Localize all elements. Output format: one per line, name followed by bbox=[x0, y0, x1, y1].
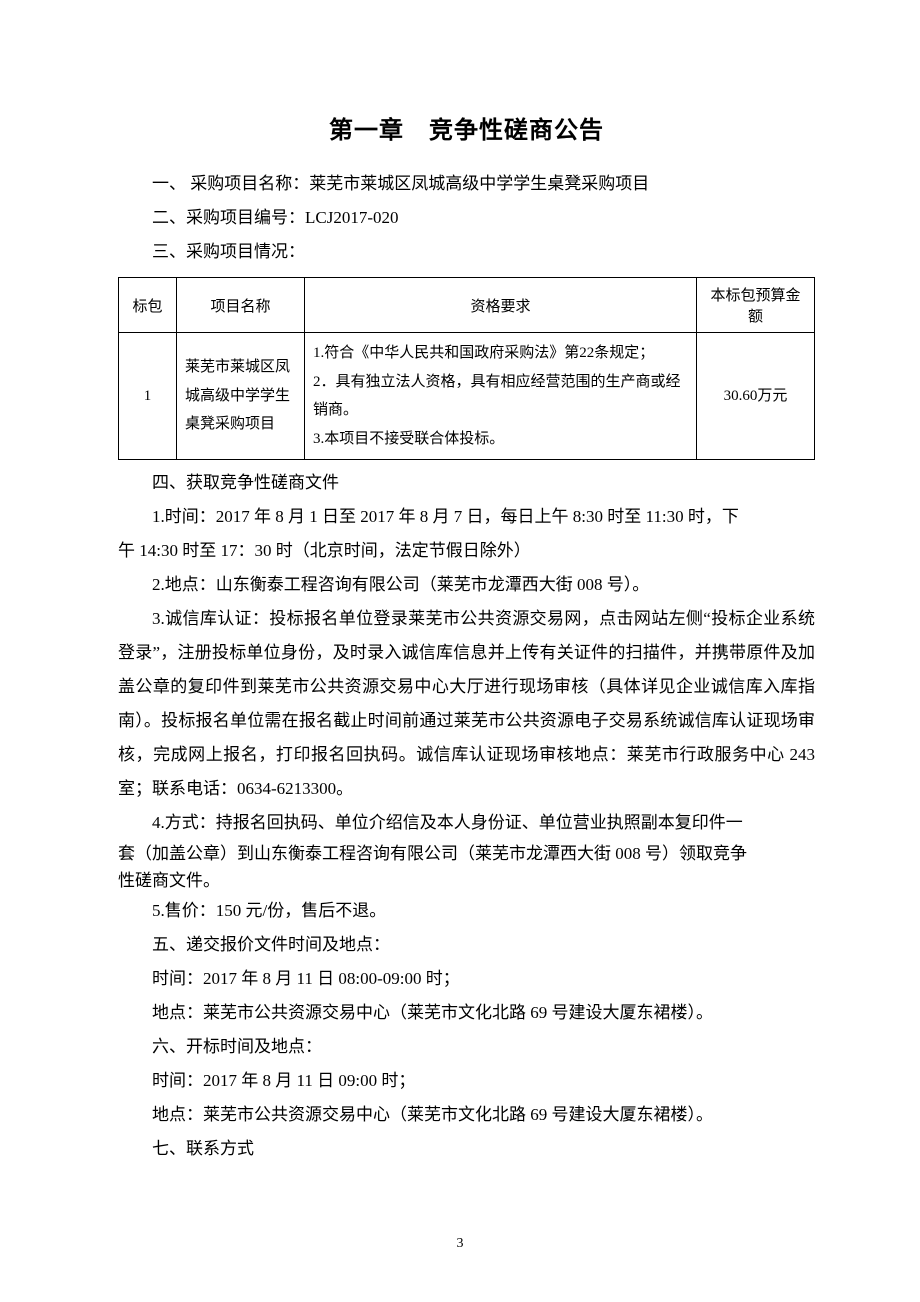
requirements-table: 标包 项目名称 资格要求 本标包预算金额 1 莱芜市莱城区凤城高级中学学生桌凳采… bbox=[118, 277, 815, 460]
th-budget: 本标包预算金额 bbox=[697, 278, 815, 333]
th-requirements: 资格要求 bbox=[305, 278, 697, 333]
section-4-item-4c: 性磋商文件。 bbox=[118, 867, 815, 894]
section-4-item-1b: 午 14:30 时至 17：30 时（北京时间，法定节假日除外） bbox=[118, 534, 815, 568]
chapter-title: 第一章 竞争性磋商公告 bbox=[118, 110, 815, 145]
section-6-address: 地点：莱芜市公共资源交易中心（莱芜市文化北路 69 号建设大厦东裙楼）。 bbox=[118, 1098, 815, 1132]
section-5-heading: 五、递交报价文件时间及地点： bbox=[118, 928, 815, 962]
section-6-heading: 六、开标时间及地点： bbox=[118, 1030, 815, 1064]
td-project-name: 莱芜市莱城区凤城高级中学学生桌凳采购项目 bbox=[177, 333, 305, 460]
table-header-row: 标包 项目名称 资格要求 本标包预算金额 bbox=[119, 278, 815, 333]
section-2-project-code: 二、采购项目编号：LCJ2017-020 bbox=[118, 201, 815, 235]
section-4-heading: 四、获取竞争性磋商文件 bbox=[118, 466, 815, 500]
td-budget: 30.60万元 bbox=[697, 333, 815, 460]
section-5-time: 时间：2017 年 8 月 11 日 08:00-09:00 时； bbox=[118, 962, 815, 996]
section-4-item-1a: 1.时间：2017 年 8 月 1 日至 2017 年 8 月 7 日，每日上午… bbox=[118, 500, 815, 534]
section-4-item-3: 3.诚信库认证：投标报名单位登录莱芜市公共资源交易网，点击网站左侧“投标企业系统… bbox=[118, 602, 815, 806]
section-3-project-detail: 三、采购项目情况： bbox=[118, 235, 815, 269]
section-4-item-2: 2.地点：山东衡泰工程咨询有限公司（莱芜市龙潭西大街 008 号）。 bbox=[118, 568, 815, 602]
section-7-heading: 七、联系方式 bbox=[118, 1132, 815, 1166]
section-1-project-name: 一、 采购项目名称：莱芜市莱城区凤城高级中学学生桌凳采购项目 bbox=[118, 167, 815, 201]
section-4-item-5: 5.售价：150 元/份，售后不退。 bbox=[118, 894, 815, 928]
page-number: 3 bbox=[0, 1236, 920, 1252]
th-package: 标包 bbox=[119, 278, 177, 333]
section-6-time: 时间：2017 年 8 月 11 日 09:00 时； bbox=[118, 1064, 815, 1098]
table-row: 1 莱芜市莱城区凤城高级中学学生桌凳采购项目 1.符合《中华人民共和国政府采购法… bbox=[119, 333, 815, 460]
section-5-address: 地点：莱芜市公共资源交易中心（莱芜市文化北路 69 号建设大厦东裙楼）。 bbox=[118, 996, 815, 1030]
td-requirements: 1.符合《中华人民共和国政府采购法》第22条规定； 2．具有独立法人资格，具有相… bbox=[305, 333, 697, 460]
th-project-name: 项目名称 bbox=[177, 278, 305, 333]
section-4-item-4a: 4.方式：持报名回执码、单位介绍信及本人身份证、单位营业执照副本复印件一 bbox=[118, 806, 815, 840]
section-4-item-4b: 套（加盖公章）到山东衡泰工程咨询有限公司（莱芜市龙潭西大街 008 号）领取竞争 bbox=[118, 840, 815, 867]
td-package-no: 1 bbox=[119, 333, 177, 460]
document-page: 第一章 竞争性磋商公告 一、 采购项目名称：莱芜市莱城区凤城高级中学学生桌凳采购… bbox=[0, 0, 920, 1166]
